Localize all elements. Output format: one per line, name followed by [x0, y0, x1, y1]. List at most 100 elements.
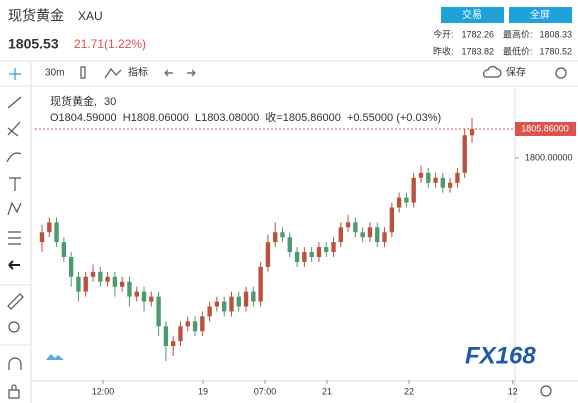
candle-body — [149, 296, 154, 302]
zoom-tool[interactable] — [8, 321, 20, 333]
x-tick-label: 21 — [322, 386, 332, 396]
logo: FX168 — [465, 342, 536, 369]
candle-body — [112, 276, 118, 287]
back-tool[interactable] — [8, 260, 20, 270]
magnet-tool[interactable] — [8, 357, 22, 370]
tool-icons — [6, 68, 24, 399]
legend-name: 现货黄金, — [50, 94, 97, 108]
pattern-tool[interactable] — [7, 201, 22, 216]
x-tick-label: 22 — [404, 386, 414, 396]
candle-body — [98, 271, 103, 282]
candle-body — [411, 177, 416, 203]
candle-body — [447, 182, 453, 188]
candle-body — [404, 197, 409, 203]
price: 1805.53 — [8, 36, 59, 52]
candle-body — [345, 222, 351, 228]
candle-body — [294, 252, 300, 262]
x-tick-label: 07:00 — [254, 386, 277, 396]
candle-body — [462, 135, 467, 173]
candle-body — [367, 227, 373, 238]
candle-body — [316, 247, 322, 258]
settings-icon[interactable] — [555, 67, 567, 79]
crosshair-tool[interactable] — [9, 68, 21, 80]
interval-button[interactable]: 30m — [45, 68, 64, 79]
candle-body — [258, 266, 263, 302]
candle-body — [433, 177, 438, 183]
brush-tool[interactable] — [6, 152, 22, 163]
candle-body — [214, 301, 220, 307]
stat-value: 1780.52 — [539, 46, 572, 56]
indicators-button[interactable]: 指标 — [128, 66, 148, 79]
fullscreen-label: 全屏 — [530, 8, 550, 21]
last-price-box — [515, 122, 576, 137]
candle-body — [170, 341, 176, 347]
candle-body — [251, 291, 256, 302]
undo-icon[interactable] — [164, 69, 173, 77]
title: 现货黄金 — [8, 8, 64, 24]
save-button[interactable]: 保存 — [506, 66, 526, 79]
candle-body — [338, 227, 343, 243]
candle-body — [440, 177, 446, 188]
candle-body — [426, 172, 431, 183]
x-tick-label: 12 — [508, 386, 518, 396]
candle-body — [418, 172, 424, 178]
stat-value: 1783.82 — [461, 46, 494, 56]
candle-body — [68, 257, 74, 277]
cloud-icon[interactable] — [483, 66, 502, 78]
legend-ohlc: O1804.59000 H1808.06000 L1803.08000 收=18… — [50, 110, 441, 124]
stat-label: 今开: — [433, 28, 454, 39]
candle-body — [280, 232, 285, 238]
candle-body — [185, 321, 190, 327]
candle-icon[interactable] — [80, 66, 86, 79]
legend-interval: 30 — [104, 96, 116, 108]
ruler-tool[interactable] — [7, 293, 24, 310]
candle-body — [382, 232, 387, 243]
candle-body — [192, 321, 198, 332]
lock-tool[interactable] — [8, 384, 20, 399]
stat-label: 昨收: — [433, 45, 454, 56]
stat-value: 1782.26 — [461, 29, 494, 39]
candle-body — [469, 129, 475, 136]
text-tool[interactable] — [9, 177, 21, 191]
x-tick-label: 12:00 — [92, 386, 115, 396]
stat-label: 最低价: — [503, 45, 533, 56]
candle-body — [178, 326, 183, 342]
candle-body — [375, 227, 380, 243]
indicator-icon[interactable] — [104, 67, 122, 79]
symbol: XAU — [78, 9, 103, 23]
stat-label: 最高价: — [503, 28, 533, 39]
candle-body — [156, 296, 161, 327]
candle-body — [54, 222, 59, 243]
candle-body — [331, 242, 336, 253]
candle-body — [324, 247, 329, 253]
trade-button[interactable] — [441, 7, 504, 23]
change: 21.71(1.22%) — [74, 37, 146, 51]
candle-body — [302, 252, 307, 262]
fullscreen-button[interactable] — [509, 7, 572, 23]
redo-icon[interactable] — [187, 69, 196, 77]
y-tick-label: 1800.00000 — [525, 152, 573, 162]
prediction-tool[interactable] — [8, 231, 21, 245]
candle-body — [236, 296, 241, 307]
candle-body — [134, 291, 139, 297]
candle-body — [76, 276, 81, 292]
candle-body — [360, 232, 365, 238]
axis-settings[interactable] — [540, 385, 552, 397]
candle-body — [265, 242, 271, 267]
fib-tool[interactable] — [7, 121, 21, 137]
candle-body — [309, 252, 314, 258]
candle-body — [90, 271, 96, 277]
candle-body — [141, 291, 147, 302]
candle-body — [353, 222, 358, 233]
trade-label: 交易 — [462, 8, 482, 21]
candle-body — [222, 301, 227, 312]
candle-body — [105, 276, 110, 282]
candle-body — [83, 276, 88, 292]
candle-body — [396, 197, 402, 208]
candle-body — [163, 326, 169, 347]
line-tool[interactable] — [7, 96, 22, 109]
last-price-label: 1805.86000 — [521, 123, 569, 133]
